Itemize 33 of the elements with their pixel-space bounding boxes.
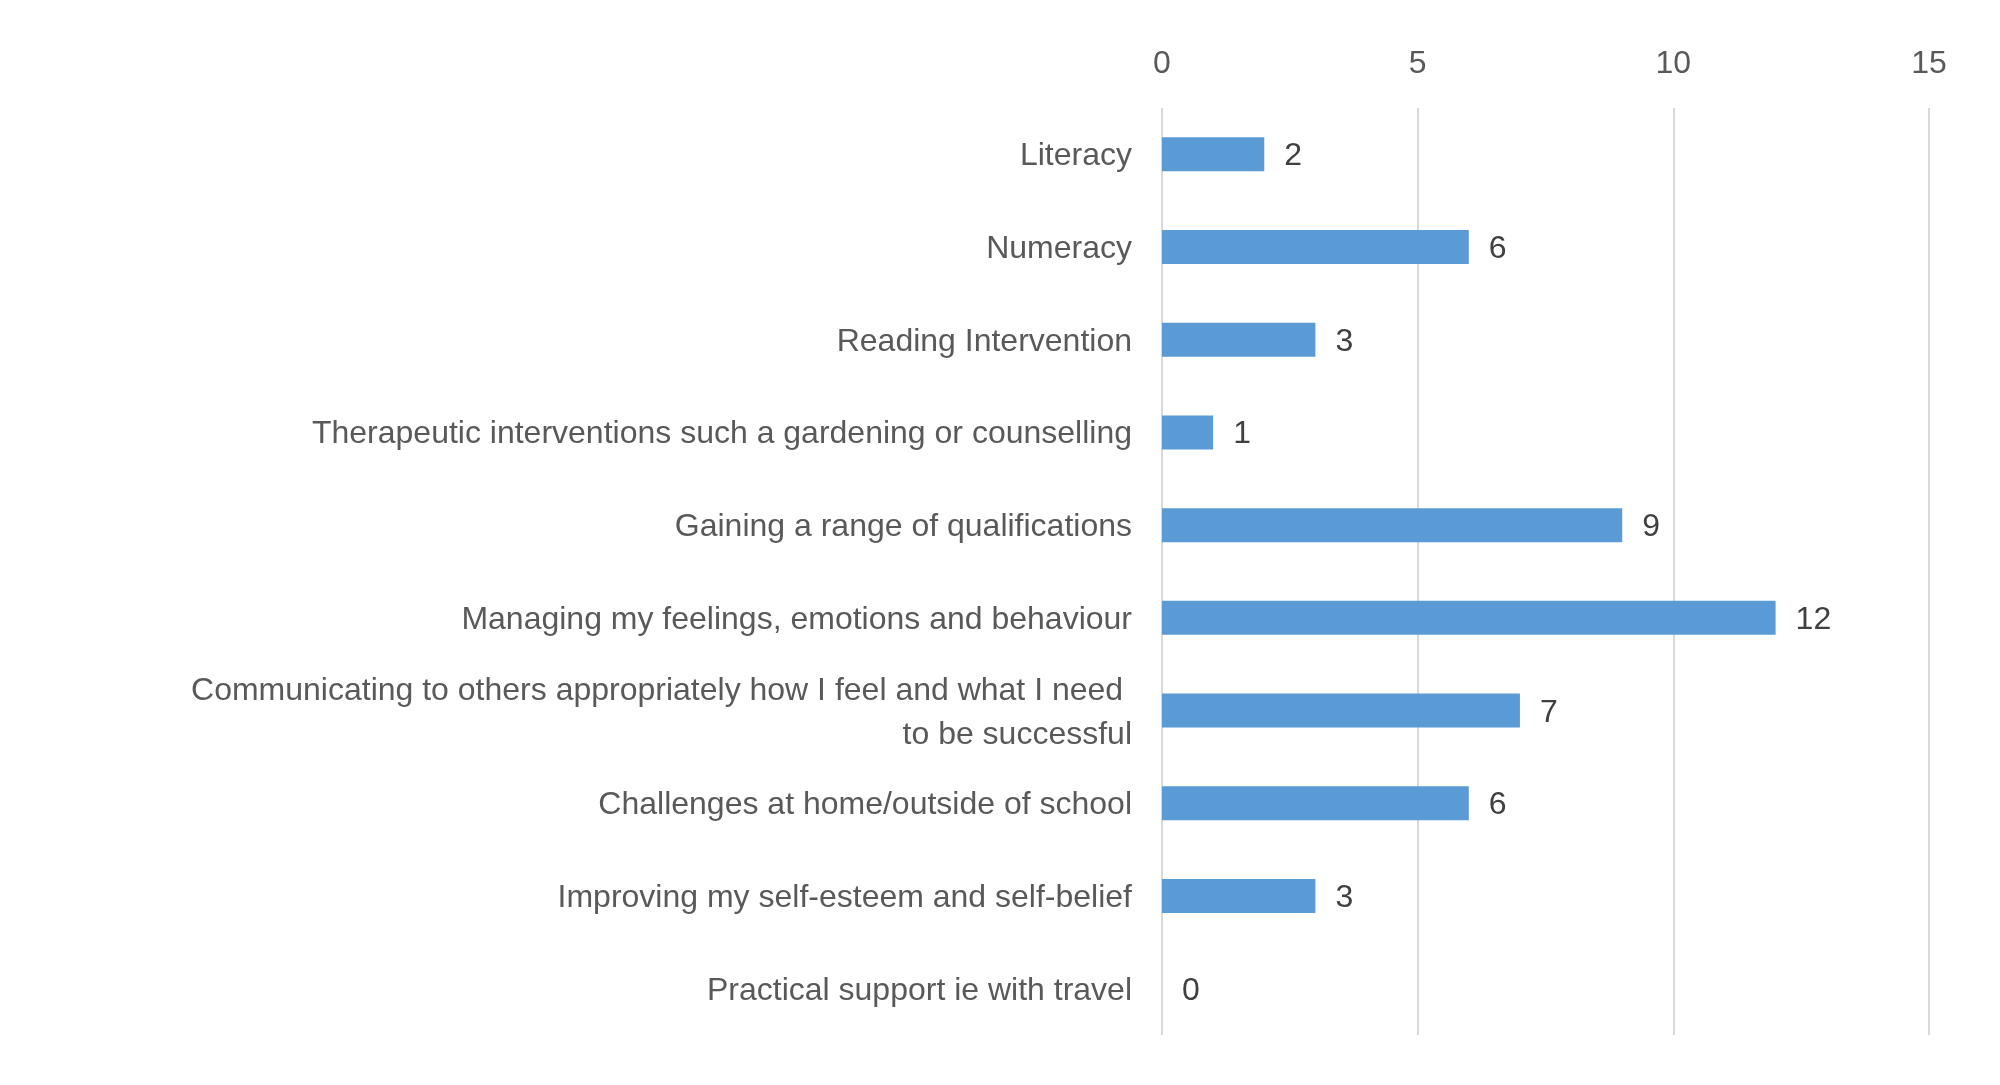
bar [1162, 878, 1316, 913]
data-label: 3 [1335, 321, 1354, 358]
data-label: 3 [1335, 877, 1354, 914]
data-label: 6 [1488, 785, 1507, 822]
bar [1162, 230, 1469, 265]
bar [1162, 786, 1469, 821]
bar [1162, 415, 1214, 450]
x-tick-label: 0 [1153, 44, 1171, 80]
x-tick-label: 10 [1655, 44, 1692, 80]
y-tick-label: Numeracy [986, 229, 1132, 266]
data-label: 6 [1488, 229, 1507, 266]
data-label: 7 [1539, 692, 1558, 729]
y-tick-label: Communicating to others appropriately how I feel and what I need to be successful [191, 670, 1132, 751]
bar [1162, 322, 1316, 357]
y-tick-label: Therapeutic interventions such a gardening or counselling [311, 414, 1132, 451]
data-label: 2 [1284, 136, 1303, 173]
y-tick-label: Challenges at home/outside of school [598, 785, 1132, 822]
y-tick-label: Gaining a range of qualifications [674, 507, 1132, 544]
y-tick-label: Literacy [1019, 136, 1132, 173]
bar [1162, 693, 1520, 728]
data-label: 1 [1233, 414, 1251, 451]
data-label: 0 [1182, 970, 1200, 1007]
data-label: 9 [1642, 507, 1660, 544]
bar [1162, 600, 1776, 635]
y-tick-label: Practical support ie with travel [706, 970, 1132, 1007]
x-tick-label: 5 [1408, 44, 1427, 80]
data-label: 12 [1795, 599, 1832, 636]
bar [1162, 137, 1265, 172]
y-tick-label: Reading Intervention [836, 321, 1132, 358]
y-tick-label: Managing my feelings, emotions and behaviour [461, 599, 1133, 636]
x-tick-label: 15 [1911, 44, 1947, 80]
y-tick-label: Improving my self-esteem and self-belief [557, 877, 1133, 914]
bar [1162, 508, 1623, 543]
